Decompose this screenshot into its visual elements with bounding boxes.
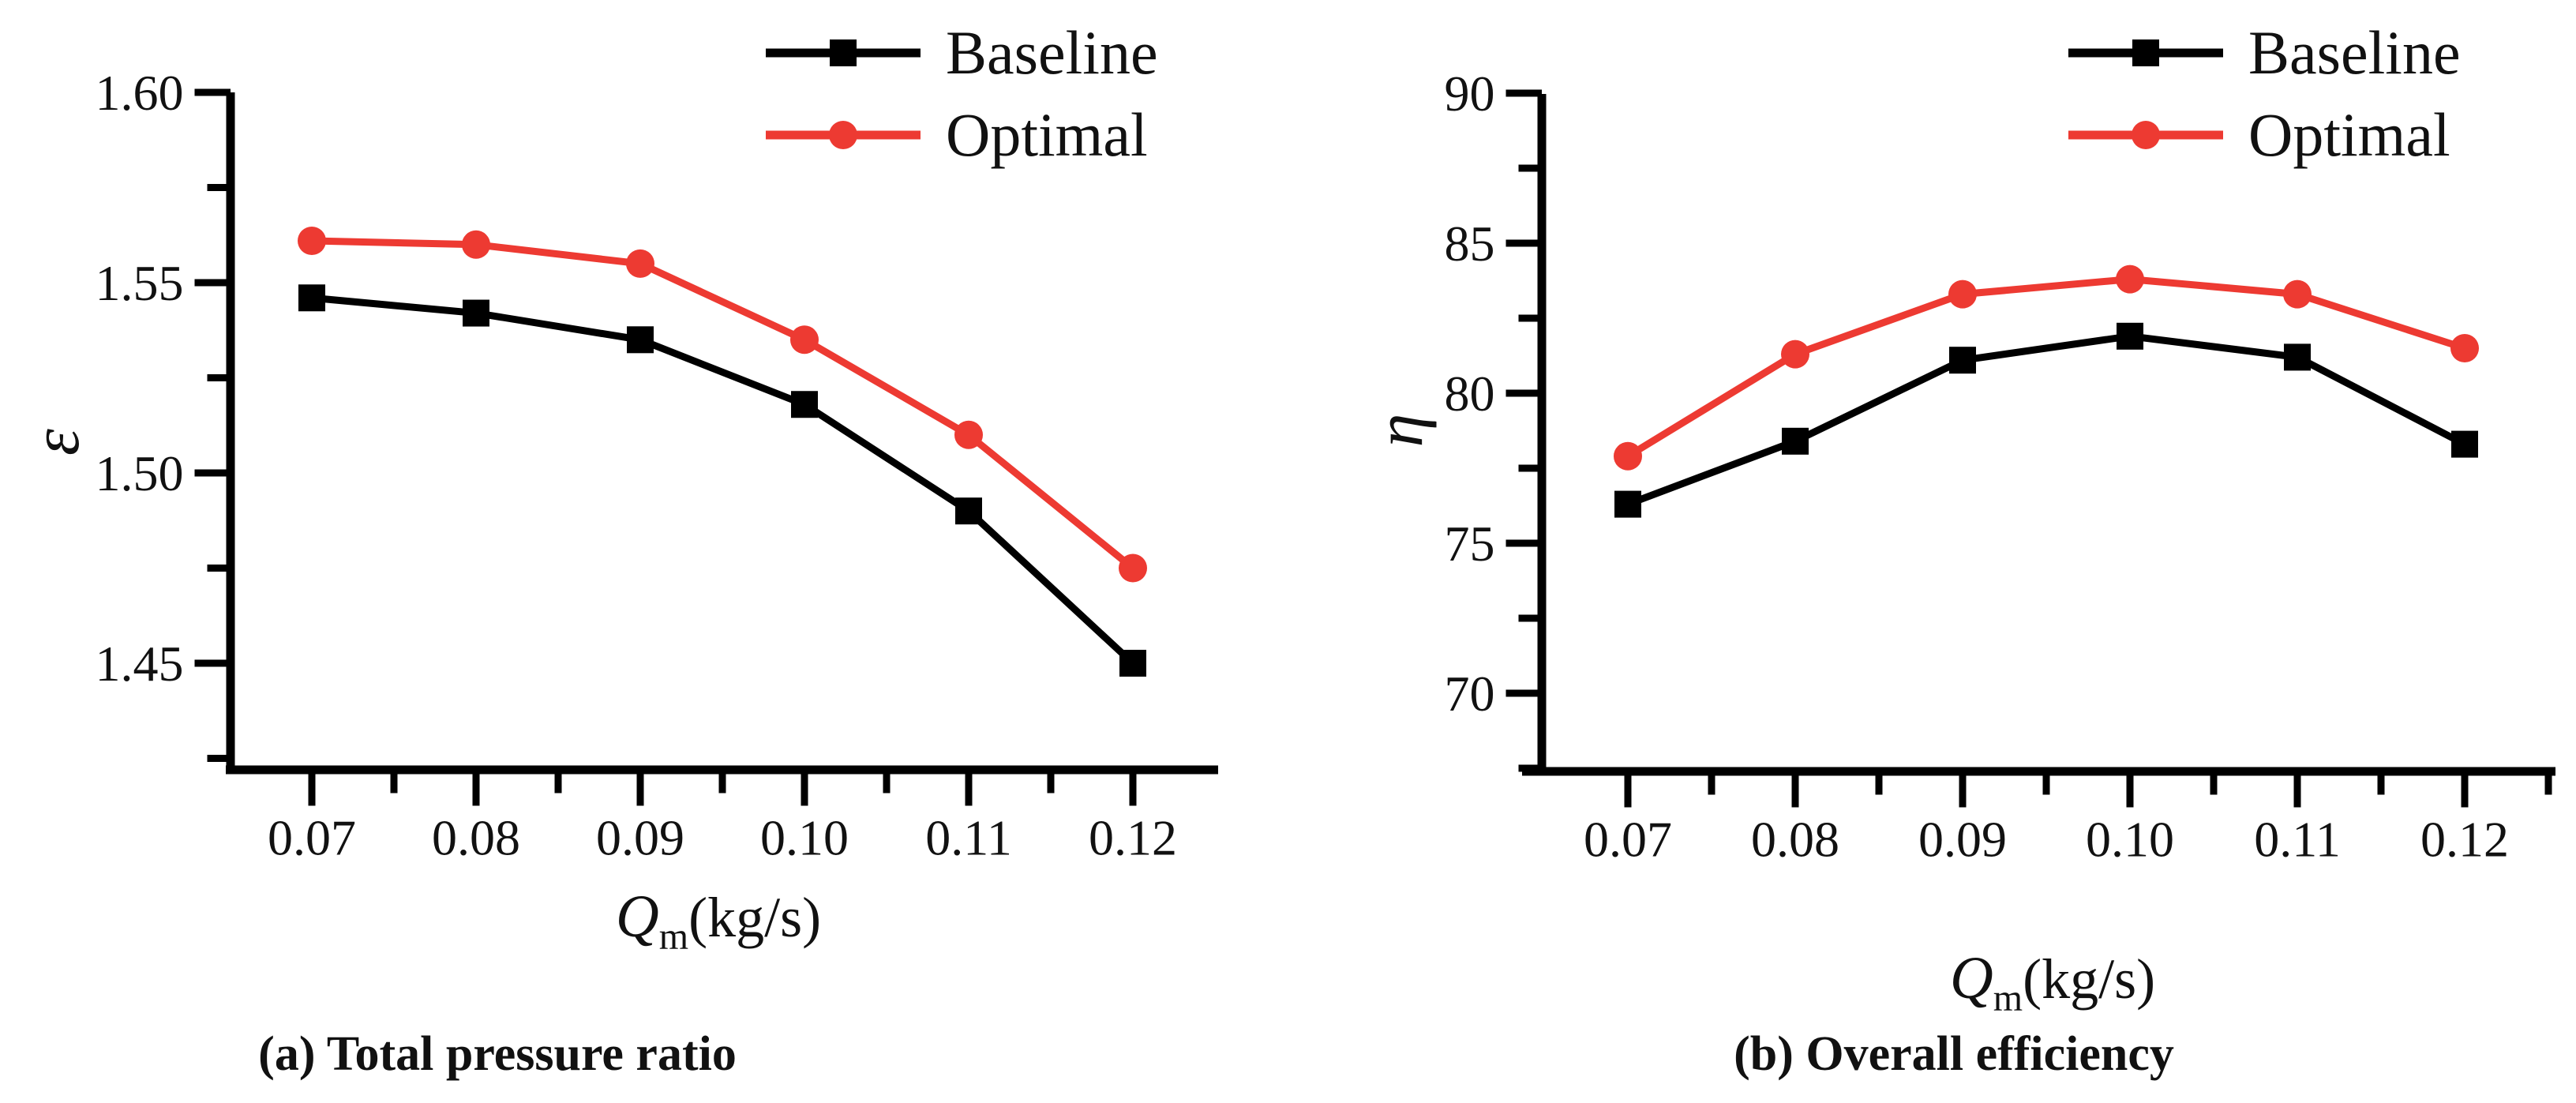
optimal-line-marker-icon	[2068, 121, 2223, 149]
x-tick-label: 0.09	[596, 810, 684, 866]
chart-b-caption: (b) Overall efficiency	[1734, 1027, 2174, 1081]
chart-a-y-axis-title: ε	[17, 429, 93, 456]
data-point-square-baseline	[627, 326, 654, 354]
data-point-square-baseline	[2117, 322, 2143, 350]
y-tick-label: 90	[1445, 66, 1495, 122]
series-line-optimal	[311, 237, 1135, 571]
chart-a-x-units: (kg/s)	[688, 886, 822, 949]
chart-a-x-subscript: m	[658, 915, 689, 958]
y-tick-label: 1.45	[96, 636, 184, 692]
data-point-circle-optimal	[626, 249, 654, 278]
data-point-circle-optimal	[2116, 264, 2144, 294]
y-tick-label: 70	[1445, 666, 1495, 722]
series-line-baseline	[311, 294, 1136, 666]
x-tick-label: 0.11	[2254, 812, 2341, 868]
chart-b-x-units: (kg/s)	[2023, 947, 2156, 1011]
data-point-square-baseline	[298, 284, 325, 312]
data-point-square-baseline	[1782, 427, 1809, 455]
chart-a-legend-item-optimal: Optimal	[764, 104, 1148, 166]
data-point-square-baseline	[1119, 650, 1146, 677]
x-tick-label: 0.11	[925, 810, 1012, 866]
data-point-circle-optimal	[1948, 280, 1977, 309]
chart-b-x-axis-title: Qm(kg/s)	[1847, 944, 2258, 1017]
x-tick-label: 0.08	[1751, 812, 1839, 868]
data-point-square-baseline	[955, 497, 982, 525]
x-tick-label: 0.07	[1584, 812, 1672, 868]
series-line-optimal	[1625, 276, 2466, 460]
legend-label-optimal: Optimal	[946, 100, 1148, 169]
data-point-circle-optimal	[298, 226, 326, 255]
chart-overall-efficiency: 90 85 80 75 70 0.07 0.08 0.09 0.10 0.11 0.12	[1445, 66, 2555, 868]
chart-b-legend-item-baseline: Baseline	[2067, 22, 2461, 84]
y-tick-label: 1.55	[96, 255, 184, 311]
data-point-square-baseline	[2284, 343, 2311, 371]
y-tick-label: 1.50	[96, 445, 184, 501]
chart-b-legend-item-optimal: Optimal	[2067, 104, 2450, 166]
data-point-circle-optimal	[2450, 334, 2479, 362]
data-point-square-baseline	[1614, 490, 1641, 518]
chart-a-caption: (a) Total pressure ratio	[258, 1027, 737, 1081]
data-point-circle-optimal	[954, 420, 983, 449]
data-point-circle-optimal	[462, 230, 490, 259]
legend-label-baseline: Baseline	[2248, 18, 2461, 87]
x-tick-label: 0.07	[268, 810, 356, 866]
x-tick-label: 0.12	[1089, 810, 1177, 866]
data-point-circle-optimal	[1119, 553, 1147, 583]
chart-b-x-subscript: m	[1993, 977, 2023, 1019]
baseline-line-marker-icon	[2068, 39, 2223, 66]
data-point-circle-optimal	[790, 325, 819, 355]
x-tick-label: 0.09	[1918, 812, 2007, 868]
y-tick-label: 80	[1445, 366, 1495, 422]
x-tick-label: 0.12	[2420, 812, 2509, 868]
data-point-square-baseline	[2451, 430, 2478, 458]
chart-a-legend-item-baseline: Baseline	[764, 22, 1158, 84]
chart-a-x-axis-title: Qm(kg/s)	[513, 883, 924, 955]
data-point-square-baseline	[791, 391, 818, 418]
legend-label-baseline: Baseline	[946, 18, 1158, 87]
data-point-square-baseline	[463, 299, 489, 327]
y-tick-label: 1.60	[96, 65, 184, 121]
data-point-square-baseline	[1949, 347, 1976, 374]
chart-a-x-symbol: Q	[615, 884, 659, 950]
chart-total-pressure-ratio: 1.60 1.55 1.50 1.45 0.07 0.08 0.09 0.10 0.11 0.12	[96, 65, 1218, 866]
chart-b-y-axis-title: η	[1361, 413, 1437, 448]
y-tick-label: 85	[1445, 216, 1495, 272]
baseline-line-marker-icon	[766, 39, 921, 66]
data-point-circle-optimal	[2283, 280, 2312, 309]
x-tick-label: 0.08	[432, 810, 520, 866]
optimal-line-marker-icon	[766, 121, 921, 149]
data-point-circle-optimal	[1614, 441, 1642, 471]
legend-label-optimal: Optimal	[2248, 100, 2450, 169]
y-tick-label: 75	[1445, 516, 1495, 572]
data-point-circle-optimal	[1781, 340, 1809, 369]
x-tick-label: 0.10	[760, 810, 849, 866]
chart-b-x-symbol: Q	[1949, 945, 1993, 1011]
x-tick-label: 0.10	[2086, 812, 2174, 868]
series-line-baseline	[1626, 332, 2467, 508]
